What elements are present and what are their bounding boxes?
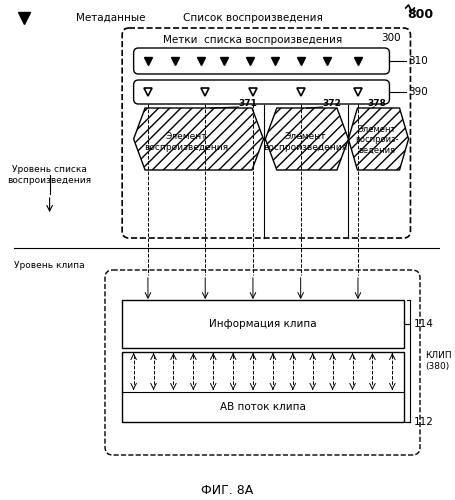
Text: КЛИП
(380): КЛИП (380) xyxy=(425,352,451,370)
FancyBboxPatch shape xyxy=(134,48,389,74)
Polygon shape xyxy=(134,108,263,170)
Text: Метки  списка воспроизведения: Метки списка воспроизведения xyxy=(163,35,343,45)
Polygon shape xyxy=(349,108,409,170)
Polygon shape xyxy=(265,108,349,170)
Text: Список воспроизведения: Список воспроизведения xyxy=(183,13,323,23)
Text: Элемент
воспроизведения: Элемент воспроизведения xyxy=(144,132,228,152)
Text: 390: 390 xyxy=(409,87,428,97)
Text: Элемент
воспроиз-
ведения: Элемент воспроиз- ведения xyxy=(355,125,399,155)
FancyBboxPatch shape xyxy=(134,80,389,104)
Text: 800: 800 xyxy=(407,8,433,20)
FancyBboxPatch shape xyxy=(122,28,410,238)
Bar xyxy=(122,300,404,348)
Text: 310: 310 xyxy=(409,56,428,66)
Text: Метаданные: Метаданные xyxy=(76,13,146,23)
Text: Элемент
воспроизведения: Элемент воспроизведения xyxy=(263,132,348,152)
Text: 114: 114 xyxy=(413,319,433,329)
Text: Информация клипа: Информация клипа xyxy=(209,319,316,329)
Text: 372: 372 xyxy=(323,100,342,108)
FancyBboxPatch shape xyxy=(105,270,420,455)
Text: АВ поток клипа: АВ поток клипа xyxy=(220,402,305,412)
Bar xyxy=(122,352,404,422)
Text: ФИГ. 8А: ФИГ. 8А xyxy=(201,484,253,496)
Text: 300: 300 xyxy=(381,33,401,43)
Text: 112: 112 xyxy=(413,417,433,427)
Text: Уровень списка
воспроизведения: Уровень списка воспроизведения xyxy=(8,166,91,184)
Text: Уровень клипа: Уровень клипа xyxy=(14,260,85,270)
Text: 378: 378 xyxy=(368,100,386,108)
Text: 371: 371 xyxy=(238,100,258,108)
